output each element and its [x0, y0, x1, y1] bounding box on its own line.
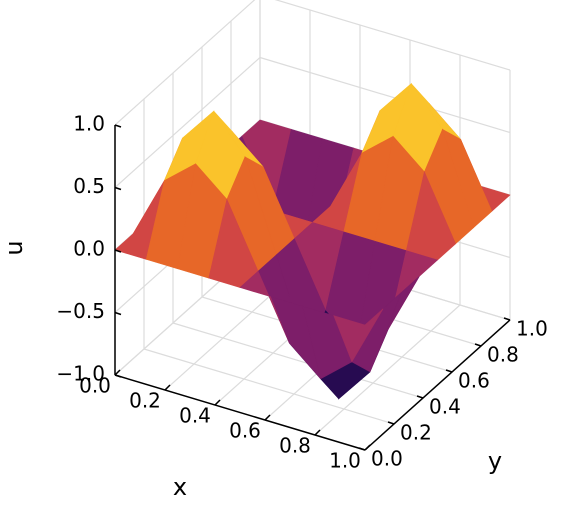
x-tick-label: 0.0 [79, 374, 111, 398]
x-tick [264, 414, 271, 421]
z-tick [114, 311, 122, 316]
z-tick-label: −1.0 [56, 362, 105, 386]
grid-line [114, 57, 261, 188]
y-tick [474, 343, 482, 347]
x-tick [314, 429, 321, 436]
x-tick-label: 0.8 [279, 434, 311, 458]
grid-line [143, 348, 395, 425]
grid-line [172, 322, 424, 399]
z-tick-label: 1.0 [73, 112, 105, 136]
grid-line [259, 56, 511, 134]
z-axis-label: u [0, 240, 28, 255]
y-tick-label: 0.4 [429, 395, 461, 419]
z-tick-label: 0.0 [73, 237, 105, 261]
x-tick-label: 0.4 [179, 404, 211, 428]
z-tick [114, 186, 122, 191]
x-axis [114, 374, 366, 451]
y-axis-label: y [488, 447, 502, 475]
y-tick [445, 369, 453, 373]
y-tick [503, 317, 511, 321]
surface-patch [333, 308, 384, 363]
x-tick [164, 384, 171, 391]
y-tick-label: 0.0 [371, 447, 403, 471]
x-tick [114, 369, 121, 376]
y-tick [416, 395, 424, 399]
x-tick-label: 1.0 [329, 449, 361, 473]
y-tick-label: 0.8 [487, 343, 519, 367]
grid-line [314, 304, 461, 436]
y-tick-label: 1.0 [516, 317, 548, 341]
z-tick-label: −0.5 [56, 299, 105, 323]
y-tick-label: 0.2 [400, 421, 432, 445]
y-tick [387, 421, 395, 425]
y-tick [358, 447, 366, 451]
x-tick [364, 444, 371, 451]
z-tick [114, 374, 122, 378]
x-tick-label: 0.6 [229, 419, 261, 443]
grid-line [114, 0, 256, 126]
x-tick [214, 399, 221, 406]
grid-line [274, 0, 511, 71]
z-tick [114, 249, 122, 253]
y-tick-label: 0.6 [458, 369, 490, 393]
y-axis [364, 319, 511, 451]
x-axis-label: x [173, 473, 187, 501]
z-tick [114, 124, 122, 128]
x-tick-label: 0.2 [129, 389, 161, 413]
z-tick-label: 0.5 [73, 174, 105, 198]
